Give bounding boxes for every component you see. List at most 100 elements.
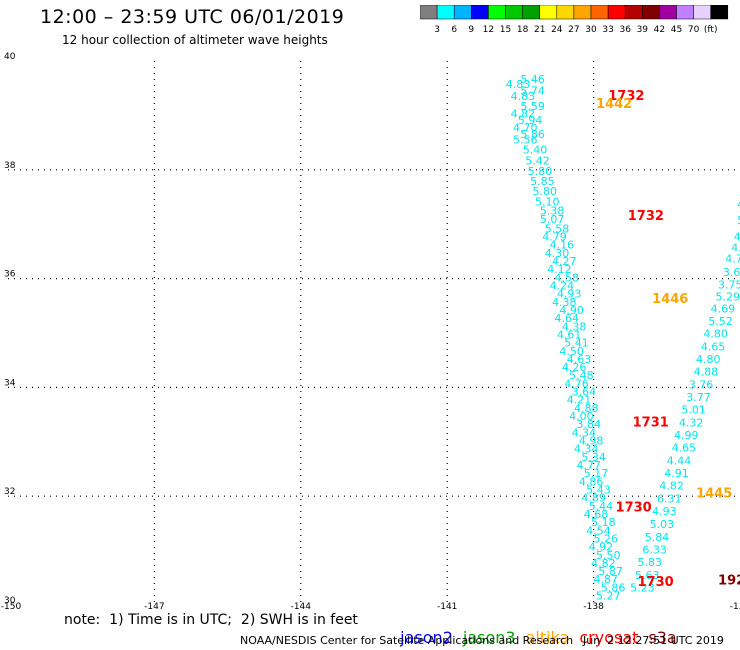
swh-value: 5.23 bbox=[630, 581, 655, 594]
swh-value: 4.6 bbox=[734, 231, 740, 244]
swh-value: 5.42 bbox=[525, 154, 550, 167]
pass-time-label: 1446 bbox=[652, 292, 688, 307]
swh-value: 4.70 bbox=[725, 252, 740, 265]
colorbar-label: (ft) bbox=[704, 25, 718, 35]
swh-value: 4.70 bbox=[513, 122, 538, 135]
swh-value: 4.80 bbox=[703, 327, 728, 340]
lon-tick-label: -150 bbox=[1, 602, 22, 610]
swh-value: 4.98 bbox=[579, 435, 604, 448]
swh-value: 5.80 bbox=[533, 185, 558, 198]
swh-value: 4.44 bbox=[667, 455, 692, 468]
swh-value: 4.63 bbox=[567, 353, 592, 366]
colorbar-label: 3 bbox=[434, 25, 440, 35]
swh-value: 4.65 bbox=[672, 442, 697, 455]
generation-timestamp: Jun 2 12:27:51 UTC 2019 bbox=[583, 634, 724, 647]
swh-value: 5.01 bbox=[681, 404, 706, 417]
pass-time-label: 1730 bbox=[638, 575, 674, 590]
lat-tick-label: 40 bbox=[4, 52, 16, 62]
swh-value: 5.58 bbox=[545, 222, 570, 235]
swh-value: 5.63 bbox=[635, 569, 660, 582]
swh-value: 3.75 bbox=[718, 278, 740, 291]
colorbar-label: 45 bbox=[671, 25, 682, 35]
swh-value: 4.9 bbox=[731, 241, 740, 254]
swh-value: 5.86 bbox=[601, 581, 626, 594]
swh-value: 4.90 bbox=[559, 304, 584, 317]
swh-value: 5.38 bbox=[540, 204, 565, 217]
lat-tick-label: 38 bbox=[4, 161, 16, 171]
pass-time-label: 1445 bbox=[696, 486, 732, 501]
swh-value: 4.26 bbox=[562, 361, 587, 374]
swh-colorbar: 3 6 9 12 15 18 21 24 27 30 33 36 39 42 45 70 (ft) bbox=[420, 5, 729, 35]
swh-value: 4.82 bbox=[591, 557, 616, 570]
swh-value: 5.74 bbox=[520, 85, 545, 98]
swh-value: 4.76 bbox=[564, 377, 589, 390]
colorbar-label: 9 bbox=[468, 25, 474, 35]
swh-value: 6.31 bbox=[657, 493, 682, 506]
swh-value: 5.44 bbox=[589, 500, 614, 513]
swh-value: 3.76 bbox=[689, 378, 714, 391]
swh-value: 4.38 bbox=[562, 320, 587, 333]
credit-line: NOAA/NESDIS Center for Satellite Applica… bbox=[240, 634, 574, 647]
swh-value: 4.89 bbox=[581, 492, 606, 505]
lon-tick-label: -141 bbox=[437, 602, 457, 610]
map-subtitle: 12 hour collection of altimeter wave hei… bbox=[62, 33, 328, 47]
swh-value: 4.68 bbox=[584, 508, 609, 521]
lon-tick-label: -144 bbox=[291, 602, 312, 610]
swh-value: 3.84 bbox=[576, 418, 601, 431]
swh-value: 4.83 bbox=[511, 90, 536, 103]
swh-value: 6.33 bbox=[642, 543, 667, 556]
swh-value: 5. bbox=[737, 214, 740, 227]
colorbar-label: 33 bbox=[602, 25, 613, 35]
swh-value: 4.88 bbox=[694, 365, 719, 378]
swh-value: 5.48 bbox=[569, 369, 594, 382]
colorbar-label: 42 bbox=[654, 25, 665, 35]
swh-value: 5.17 bbox=[584, 467, 609, 480]
lat-tick-label: 30 bbox=[4, 596, 16, 606]
pass-time-label: 1442 bbox=[596, 97, 632, 112]
swh-value: 5.87 bbox=[598, 565, 623, 578]
lon-tick-label: -147 bbox=[144, 602, 164, 610]
swh-value: 5.43 bbox=[586, 483, 611, 496]
swh-value: 4.91 bbox=[664, 467, 689, 480]
swh-value: 4.12 bbox=[547, 263, 572, 276]
swh-value: 4.54 bbox=[586, 524, 611, 537]
lon-tick-label: -138 bbox=[583, 602, 604, 610]
swh-value: 5.50 bbox=[596, 549, 621, 562]
swh-value: 5.34 bbox=[581, 451, 606, 464]
colorbar-label: 18 bbox=[517, 25, 529, 35]
colorbar-label: 39 bbox=[637, 25, 649, 35]
swh-value: 4.87 bbox=[594, 573, 619, 586]
swh-value: 3.63 bbox=[723, 266, 740, 279]
pass-time-label: 1732 bbox=[628, 209, 664, 224]
legend-jason3: jason3 bbox=[462, 628, 516, 647]
swh-value: 5.84 bbox=[645, 531, 670, 544]
swh-value: 4.93 bbox=[557, 288, 582, 301]
swh-value: 4.38 bbox=[552, 296, 577, 309]
swh-value: 4.65 bbox=[701, 340, 726, 353]
swh-value: 5.40 bbox=[523, 143, 548, 156]
swh-value: 5.10 bbox=[535, 196, 560, 209]
map-title: 12:00 – 23:59 UTC 06/01/2019 bbox=[40, 6, 345, 28]
swh-value: 3.77 bbox=[686, 391, 711, 404]
lat-tick-label: 34 bbox=[4, 378, 16, 388]
swh-value: 4.58 bbox=[555, 271, 580, 284]
colorbar-label: 24 bbox=[551, 25, 563, 35]
swh-value: 4.80 bbox=[696, 353, 721, 366]
swh-value: 5.29 bbox=[716, 290, 740, 303]
legend-cryosat: cryosat bbox=[579, 628, 639, 647]
swh-value: 4.50 bbox=[559, 345, 584, 358]
satellite-legend: jason2 jason3 altika cryosat s3a bbox=[390, 609, 687, 647]
swh-value: 4.34 bbox=[574, 443, 599, 456]
pass-time-label: 1730 bbox=[616, 500, 652, 515]
legend-s3a: s3a bbox=[648, 628, 677, 647]
colorbar-swatch bbox=[710, 5, 729, 20]
swh-value: 4. bbox=[737, 198, 740, 211]
swh-value: 4.32 bbox=[679, 417, 704, 430]
pass-time-label: 1731 bbox=[633, 416, 669, 431]
colorbar-label: 70 bbox=[688, 25, 700, 35]
swh-value: 4.99 bbox=[674, 429, 699, 442]
swh-value: 4.21 bbox=[567, 394, 592, 407]
colorbar-label: 27 bbox=[568, 25, 579, 35]
lat-tick-label: 36 bbox=[4, 270, 16, 280]
swh-value: 5.27 bbox=[596, 590, 621, 603]
